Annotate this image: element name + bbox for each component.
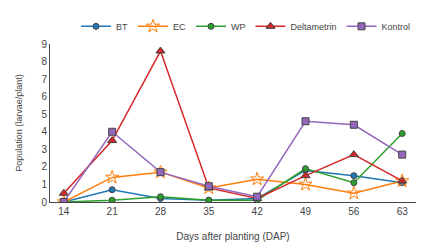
svg-text:2: 2 — [41, 161, 47, 172]
svg-text:5: 5 — [41, 109, 47, 120]
svg-text:63: 63 — [397, 206, 409, 217]
svg-text:Kontrol: Kontrol — [382, 22, 411, 32]
svg-text:21: 21 — [107, 206, 119, 217]
svg-text:4: 4 — [41, 126, 47, 137]
svg-text:Deltametrin: Deltametrin — [291, 22, 337, 32]
svg-text:56: 56 — [348, 206, 360, 217]
svg-text:Population (larvae/plant): Population (larvae/plant) — [14, 74, 24, 172]
svg-text:0: 0 — [41, 197, 47, 208]
svg-text:14: 14 — [58, 206, 70, 217]
svg-text:1: 1 — [41, 179, 47, 190]
svg-text:28: 28 — [155, 206, 167, 217]
svg-text:7: 7 — [41, 74, 47, 85]
svg-text:6: 6 — [41, 91, 47, 102]
svg-text:35: 35 — [203, 206, 215, 217]
svg-text:WP: WP — [231, 22, 246, 32]
svg-text:9: 9 — [41, 39, 47, 50]
svg-text:49: 49 — [300, 206, 312, 217]
svg-text:BT: BT — [116, 22, 128, 32]
svg-text:8: 8 — [41, 56, 47, 67]
svg-text:EC: EC — [173, 22, 186, 32]
svg-text:3: 3 — [41, 144, 47, 155]
svg-text:42: 42 — [252, 206, 264, 217]
svg-text:Days after planting (DAP): Days after planting (DAP) — [176, 231, 289, 242]
